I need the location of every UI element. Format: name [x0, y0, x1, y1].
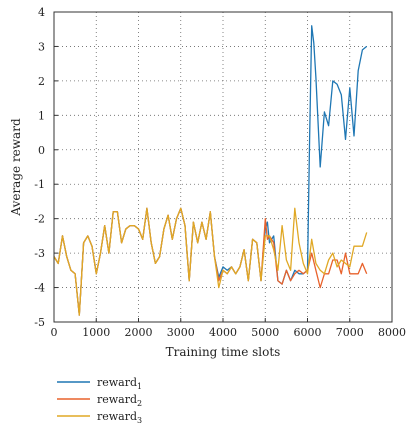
x-tick-label: 7000	[336, 326, 364, 339]
y-tick-label: -3	[34, 247, 45, 260]
x-axis-label: Training time slots	[166, 345, 281, 359]
y-axis-ticks: 4 3 2 1 0 -1 -2 -3 -4 -5	[34, 6, 58, 329]
y-tick-label: 0	[38, 144, 45, 157]
y-tick-label: -2	[34, 213, 45, 226]
legend-label: reward3	[97, 410, 142, 425]
plot-frame	[53, 11, 393, 323]
x-tick-label: 1000	[82, 326, 110, 339]
y-tick-label: 4	[38, 6, 45, 19]
y-tick-label: 3	[38, 40, 45, 53]
grid-lines	[54, 12, 392, 322]
y-axis-label: Average reward	[9, 118, 23, 217]
legend-item-reward-2: reward2	[57, 393, 142, 408]
x-axis-ticks: 0 1000 2000 3000 4000 5000 6000 7000 8000	[51, 318, 406, 339]
legend-label: reward1	[97, 376, 142, 391]
series-lines	[53, 25, 368, 316]
x-tick-label: 8000	[378, 326, 406, 339]
legend-label-name: reward	[97, 376, 137, 389]
x-tick-label: 6000	[294, 326, 322, 339]
legend-label-subscript: 1	[137, 382, 142, 391]
y-tick-label: -5	[34, 316, 45, 329]
legend-label-subscript: 3	[137, 416, 142, 425]
y-tick-label: -1	[34, 178, 45, 191]
x-tick-label: 5000	[251, 326, 279, 339]
series-line-reward-3	[53, 207, 368, 316]
x-tick-label: 0	[51, 326, 58, 339]
legend-item-reward-1: reward1	[57, 376, 142, 391]
legend-item-reward-3: reward3	[57, 410, 142, 425]
y-tick-label: 2	[38, 75, 45, 88]
x-tick-label: 3000	[167, 326, 195, 339]
series-line-reward-1	[53, 25, 368, 316]
legend-label: reward2	[97, 393, 142, 408]
legend-label-subscript: 2	[137, 399, 142, 408]
x-tick-label: 4000	[209, 326, 237, 339]
y-tick-label: -4	[34, 282, 45, 295]
series-line-reward-2	[53, 207, 368, 316]
legend-label-name: reward	[97, 410, 137, 423]
x-tick-label: 2000	[125, 326, 153, 339]
y-tick-label: 1	[38, 109, 45, 122]
legend-label-name: reward	[97, 393, 137, 406]
